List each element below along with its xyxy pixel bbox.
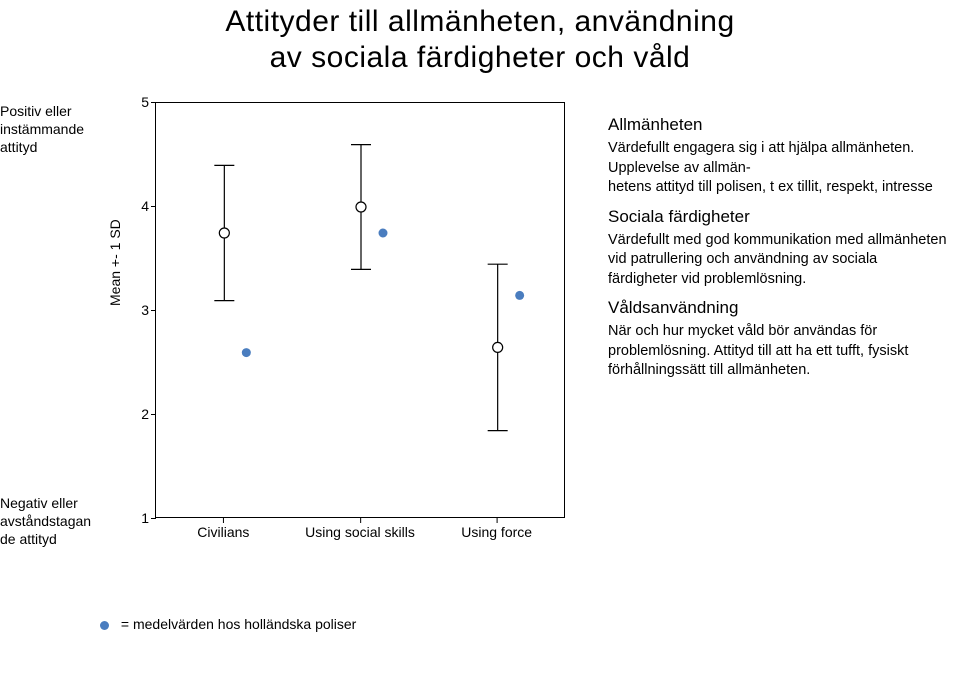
chart: Mean +- 1 SD 12345 CiviliansUsing social…	[115, 96, 585, 564]
x-tick: Using social skills	[305, 524, 415, 540]
y-tick: 2	[115, 406, 149, 422]
x-tick: Using force	[461, 524, 532, 540]
explain-text-2: Värdefullt med god kommunikation med all…	[608, 231, 950, 290]
plot-area	[155, 102, 565, 518]
y-tick: 3	[115, 302, 149, 318]
explain-heading-2: Sociala färdigheter	[608, 206, 950, 229]
axis-annotation-bottom: Negativ eller avståndstagan de attityd	[0, 494, 110, 549]
legend: = medelvärden hos holländska poliser	[100, 616, 356, 632]
y-tick: 5	[115, 94, 149, 110]
axis-annotation-top: Positiv eller instämmande attityd	[0, 102, 110, 157]
legend-marker-icon	[100, 621, 109, 630]
y-tick: 4	[115, 198, 149, 214]
legend-text: = medelvärden hos holländska poliser	[121, 616, 356, 632]
y-tick: 1	[115, 510, 149, 526]
explain-heading-1: Allmänheten	[608, 114, 950, 137]
page-title: Attityder till allmänheten, användning a…	[0, 0, 960, 76]
x-tick: Civilians	[197, 524, 249, 540]
explain-text-1a: Värdefullt engagera sig i att hjälpa all…	[608, 139, 950, 159]
plot-svg	[156, 103, 566, 519]
content-area: Positiv eller instämmande attityd Negati…	[0, 96, 960, 636]
title-line-2: av sociala färdigheter och våld	[270, 41, 691, 74]
explanation-panel: Allmänheten Värdefullt engagera sig i at…	[608, 106, 950, 381]
explain-text-3: När och hur mycket våld bör användas för…	[608, 322, 950, 381]
title-line-1: Attityder till allmänheten, användning	[225, 5, 734, 38]
explain-text-1b: Upplevelse av allmän- hetens attityd til…	[608, 159, 950, 198]
y-axis-label: Mean +- 1 SD	[107, 219, 123, 306]
explain-heading-3: Våldsanvändning	[608, 297, 950, 320]
